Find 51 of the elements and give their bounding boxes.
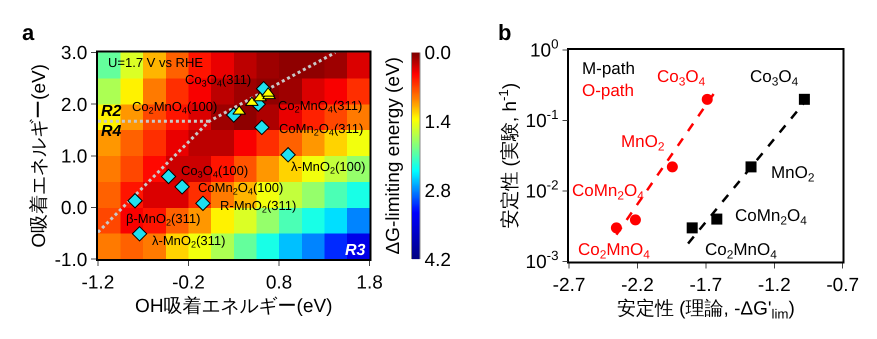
annotation: λ-MnO$_{2}$(100) [291, 159, 366, 176]
annotation: R4 [101, 123, 122, 140]
annotation: Co$_{2}$MnO$_{4}$ [578, 240, 650, 262]
x-tick-label: -1.2 [758, 275, 791, 296]
annotation: Co$_{2}$MnO$_{4}$(311) [278, 98, 362, 115]
color-bar-label: 2.8 [424, 180, 451, 202]
y-tick-label: -1.0 [54, 250, 88, 271]
text: b [498, 20, 512, 45]
color-bar-title: ΔG-limiting energy (eV) [382, 57, 404, 255]
x-axis-title: 安定性 (理論, -ΔG'$_{lim}$) [616, 297, 795, 322]
annotation: U=1.7 V vs RHE [108, 55, 204, 70]
x-tick-label: -1.7 [690, 275, 722, 296]
annotation: Co$_{3}$O$_{4}$ [750, 67, 799, 89]
annotation: CoMn$_{2}$O$_{4}$(100) [198, 180, 284, 197]
annotation: CoMn$_{2}$O$_{4}$(311) [279, 121, 364, 138]
annotation: Co$_{3}$O$_{4}$(311) [185, 72, 252, 89]
annotation: R-MnO$_{2}$(311) [220, 198, 296, 215]
y-tick-label: 10$^{-1}$ [526, 107, 559, 132]
annotation: R2 [101, 103, 122, 120]
annotation: β-MnO$_{2}$(311) [126, 211, 200, 228]
annotation: λ-MnO$_{2}$(311) [152, 233, 226, 250]
y-axis-title: O吸着エネルギー(eV) [28, 64, 50, 248]
annotation: Co$_{2}$MnO$_{4}$(100) [132, 99, 218, 116]
y-tick-label: 1.0 [60, 146, 88, 168]
color-bar-label: 0.0 [424, 43, 451, 64]
y-tick-label: 0.0 [60, 198, 88, 220]
y-tick-label: 10$^{-3}$ [526, 248, 559, 274]
annotation: CoMn$_{2}$O$_{4}$ [735, 206, 808, 228]
x-axis-title: OH吸着エネルギー(eV) [135, 294, 332, 317]
color-bar-label: 1.4 [424, 112, 452, 134]
y-tick-label: 10$^{-2}$ [526, 178, 559, 203]
text: O-path [582, 81, 634, 100]
x-tick-label: -0.7 [826, 275, 860, 296]
annotation: Co$_{3}$O$_{4}$(100) [181, 163, 248, 180]
y-tick-label: 3.0 [60, 43, 88, 64]
annotation: R3 [345, 242, 366, 259]
x-tick-label: 0.8 [266, 272, 292, 294]
annotation: MnO$_{2}$ [621, 132, 665, 154]
x-tick-label: -2.7 [552, 275, 586, 296]
y-tick-label: 10$^{0}$ [530, 36, 559, 62]
y-tick-label: 2.0 [60, 94, 88, 116]
text: a [22, 20, 35, 45]
text: M-path [582, 59, 635, 78]
annotation: Co$_{3}$O$_{4}$ [657, 67, 706, 89]
color-bar-label: 4.2 [424, 250, 451, 271]
x-tick-label: 1.8 [356, 272, 383, 294]
annotation: Co$_{2}$MnO$_{4}$ [705, 240, 778, 262]
x-tick-label: -0.2 [172, 272, 205, 294]
x-tick-label: -1.2 [82, 272, 114, 294]
x-tick-label: -2.2 [621, 275, 654, 296]
annotation: MnO$_{2}$ [771, 163, 815, 185]
